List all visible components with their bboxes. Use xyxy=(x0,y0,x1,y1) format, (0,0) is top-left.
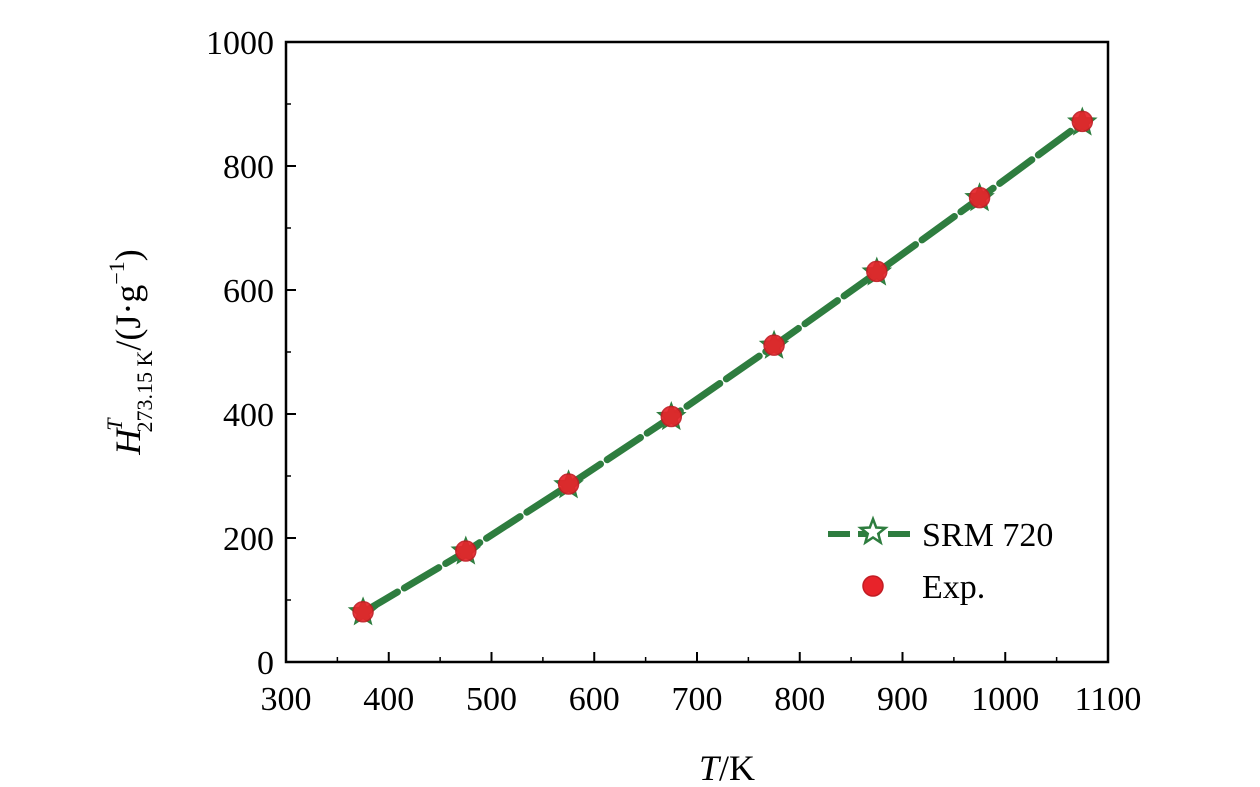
exp-point xyxy=(352,601,374,623)
y-tick-label: 600 xyxy=(223,273,274,310)
x-tick-label: 900 xyxy=(877,681,928,718)
exp-point xyxy=(968,186,991,209)
legend-item-srm720: SRM 720 xyxy=(828,515,1053,554)
x-tick-label: 300 xyxy=(261,681,312,718)
y-axis-title: HT 273.15 K/(J·g−1) xyxy=(102,249,157,456)
x-tick-label: 400 xyxy=(363,681,414,718)
x-tick-label: 800 xyxy=(774,681,825,718)
y-tick-label: 800 xyxy=(223,149,274,186)
x-axis: 300 400 500 600 700 800 900 1000 1100 xyxy=(261,652,1142,718)
exp-point xyxy=(557,473,580,495)
y-tick-label: 200 xyxy=(223,521,274,558)
srm720-line xyxy=(359,119,1086,616)
y-tick-label: 400 xyxy=(223,397,274,434)
x-tick-label: 1000 xyxy=(971,681,1039,718)
legend-label-exp: Exp. xyxy=(922,569,985,606)
exp-point xyxy=(866,260,888,283)
x-tick-label: 1100 xyxy=(1075,681,1142,718)
x-tick-label: 500 xyxy=(466,681,517,718)
legend-circle-icon xyxy=(862,575,884,597)
legend-star-icon xyxy=(857,515,889,546)
legend-item-exp: Exp. xyxy=(862,569,985,606)
exp-point xyxy=(455,540,477,562)
x-axis-title: T/K xyxy=(699,748,755,787)
legend: SRM 720 Exp. xyxy=(828,515,1053,606)
exp-point xyxy=(1071,110,1094,133)
exp-point xyxy=(660,405,683,428)
exp-point xyxy=(763,334,785,356)
legend-label-srm720: SRM 720 xyxy=(922,517,1053,554)
x-tick-label: 600 xyxy=(569,681,620,718)
y-tick-label: 0 xyxy=(257,645,274,682)
x-tick-label: 700 xyxy=(672,681,723,718)
y-tick-label: 1000 xyxy=(206,25,274,62)
y-axis: 0 200 400 600 800 1000 xyxy=(206,25,296,682)
series-exp xyxy=(352,110,1094,623)
